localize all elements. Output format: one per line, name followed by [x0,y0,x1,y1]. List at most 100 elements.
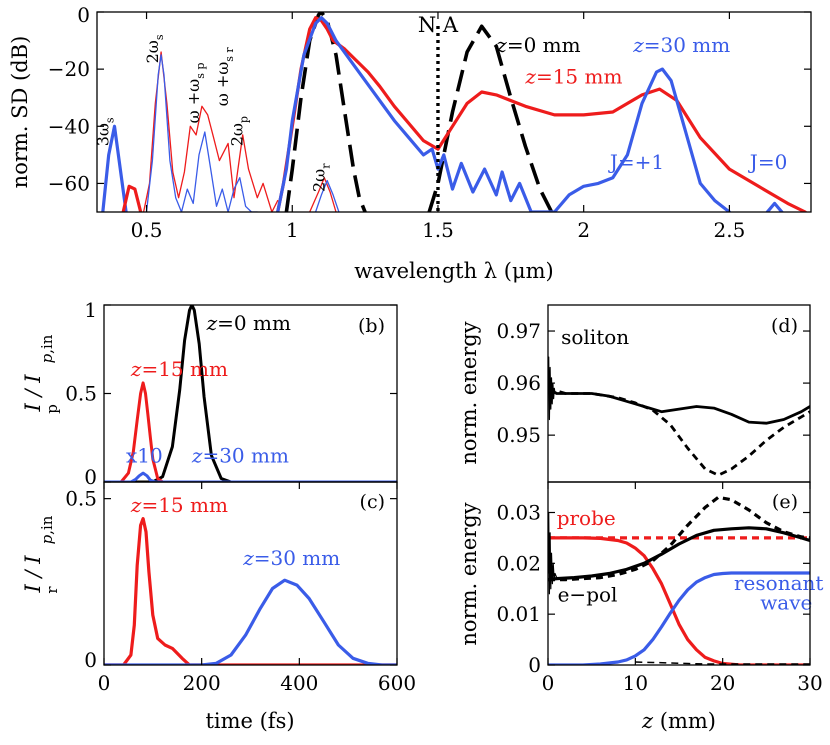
svg-text:I / I: I / I [21,555,45,594]
panel-a-xtick-label: 2.5 [713,218,745,242]
panel-a-ylabel: norm. SD (dB) [8,36,32,189]
panel-b-ytick-label: 0 [84,465,97,489]
panel-b-annotation: x10 [126,444,163,468]
panel-e-annotation: e−pol [558,583,618,607]
panel-a-xtick-label: 1 [286,218,299,242]
panel-a-series [101,12,807,212]
panel-e-series-e-pol-dashed- [548,495,810,582]
panel-a-frame [96,11,812,213]
panel-e-label: (e) [772,491,798,513]
panel-e-frame [547,481,811,666]
panel-c-ytick-label: 0.5 [65,487,97,511]
svg-text:r: r [43,586,61,594]
panel-c-ytick-label: 0 [84,648,97,672]
panel-a-xtick-label: 0.5 [131,218,163,242]
svg-text:I / I: I / I [21,374,45,413]
panel-b-ytick-label: 1 [84,298,97,322]
panel-e-xtick-label: 10 [623,671,648,695]
panel-b-series-z-15-mm [104,381,397,482]
panel-c-xtick-label: 0 [98,671,111,695]
panel-d-annotation: soliton [561,325,629,349]
panel-b-ylabel: I / I p p,in [21,334,61,414]
panel-a-annotation: z=30 mm [632,33,730,57]
panel-e-ylabel: norm. energy [457,502,481,645]
panel-c: z=15 mm z=30 mm 0 200 400 600 0 0.5 (c) time (… [21,481,416,733]
panel-a-series-j-0 [765,201,784,212]
panel-e-ytick-label: 0.02 [496,551,541,575]
panel-c-xlabel: time (fs) [205,709,294,733]
panel-c-series-z-30-mm [104,578,397,665]
panel-c-annotations: z=15 mm z=30 mm [130,493,340,570]
panel-b-annotation: z=15 mm [130,357,228,381]
panel-a-annotation: 2ωs [143,34,166,63]
panel-a-series-z-0-mm [284,12,554,212]
panel-e-xtick-label: 0 [542,671,555,695]
panel-b-ticks: 00.51 [65,298,397,489]
svg-text:p: p [43,404,61,414]
panel-e-series-resonant-wave [548,571,810,665]
panel-a-ytick-label: −60 [48,171,90,195]
panel-a-xtick-label: 1.5 [422,218,454,242]
panel-e-xtick-label: 30 [797,671,822,695]
svg-text:p,in: p,in [38,334,56,363]
panel-e-xtick-label: 20 [710,671,735,695]
panel-b-series-z-0-mm [104,305,397,482]
panel-d-ytick-label: 0.97 [496,319,541,343]
panel-e-ytick-label: 0 [528,653,541,677]
panel-e-annotation: probe [557,506,616,530]
panel-a-series-2-r-z-15-mm [309,177,337,212]
panel-b-ytick-label: 0.5 [65,382,97,406]
panel-e-annotation: resonant [734,571,823,595]
panel-e-ytick-label: 0.03 [496,501,541,525]
panel-b-annotation: z=0 mm [206,311,291,335]
panel-b-label: (b) [358,315,385,337]
panel-c-series-z-15-mm [104,517,397,665]
panel-a-annotation: ω +ωs r [213,47,236,107]
panel-e-ytick-label: 0.01 [496,602,541,626]
panel-a-annotation: J=+1 [608,150,664,174]
panel-a-series-2-r-z-30-mm [314,179,340,212]
panel-c-label: (c) [360,491,385,513]
panel-a-series-z-15-mm-third-harmonic [121,184,143,212]
panel-a-series-z-15-mm [276,16,807,212]
panel-c-xtick-label: 400 [280,671,318,695]
panel-a-annotation: z=0 mm [495,33,580,57]
panel-d-annotations: soliton [561,325,629,349]
panel-c-series [104,517,397,665]
panel-b-series-z-30-mm [104,471,397,482]
panel-c-ylabel: I / I r p,in [21,515,61,593]
panel-d-series-soliton-dashed- [548,386,810,477]
svg-text:p,in: p,in [38,515,56,544]
panel-c-xtick-label: 600 [378,671,416,695]
panel-c-annotation: z=30 mm [242,546,340,570]
panel-a-annotation: 3ωs [94,117,117,146]
panel-b-annotations: z=0 mm z=15 mm x10 z=30 mm [126,311,291,468]
panel-e-ticks: 0 10 20 30 0 0.01 0.02 0.03 [496,482,823,695]
panel-a-ytick-label: −20 [48,57,90,81]
panel-e-series-e-pol-transient- [548,511,558,595]
panel-e-series-e-pol [548,526,810,582]
panel-c-frame [103,481,398,666]
panel-e-annotation: wave [760,591,812,615]
panel-d-label: (d) [771,315,798,337]
panel-a-xtick-label: 2 [577,218,590,242]
panel-b-annotation: z=30 mm [191,444,289,468]
panel-d: soliton 0.95 0.96 0.97 (d) norm. energy [457,304,811,483]
panel-a-annotation: J=0 [748,150,788,174]
panel-a-ytick-label: 0 [77,3,90,27]
panel-a-series-z-30-mm-third-harmonic [101,124,128,212]
panel-d-series-soliton-transient- [548,356,556,421]
panel-e-xlabel: z (mm) [641,709,716,733]
panel-a-ytick-label: −40 [48,114,90,138]
panel-b-series [104,305,397,482]
panel-d-ylabel: norm. energy [457,321,481,464]
panel-a-annotation: z=15 mm [524,64,622,88]
panel-d-ytick-label: 0.96 [496,371,541,395]
panel-a-series-z-30-mm-harmonics-thin- [145,54,258,212]
panel-c-xtick-label: 200 [183,671,221,695]
